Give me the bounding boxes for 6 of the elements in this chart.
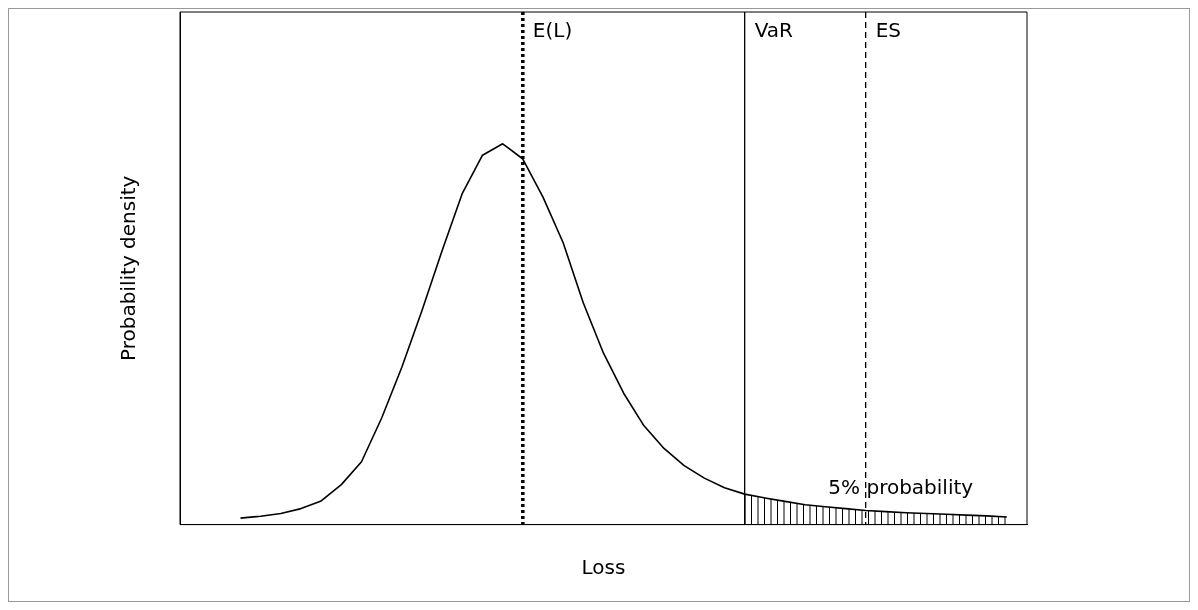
text: ES (875, 18, 902, 43)
annotation: 5% probability (828, 475, 974, 500)
text: E(L) (532, 18, 573, 43)
text: VaR (754, 18, 794, 43)
x-axis-title: Loss (581, 555, 626, 580)
y-axis-title: Probability density (116, 175, 141, 362)
